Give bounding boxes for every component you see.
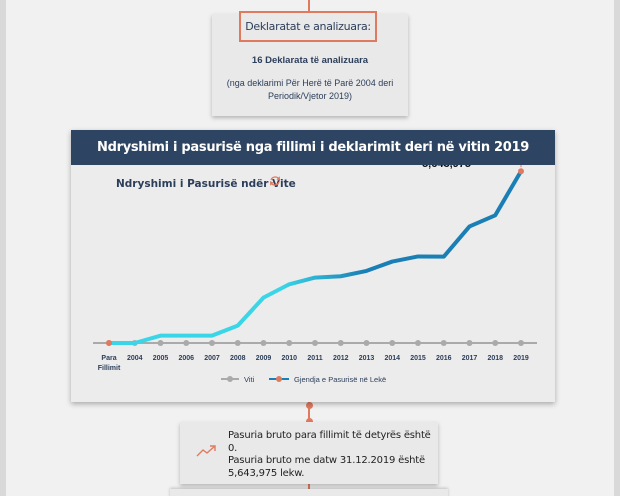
note-line: (nga deklarimi Për Herë të Parë 2004 der… [226,78,394,88]
axis-point [286,340,293,346]
summary-label: Deklaratat e analizuara: [239,11,377,42]
declarations-note: (nga deklarimi Për Herë të Parë 2004 der… [212,77,408,103]
x-tick-label: 2010 [281,355,297,362]
summary-card: Deklaratat e analizuara: 16 Deklarata të… [212,11,408,116]
x-tick-label: 2019 [513,355,529,362]
legend-swatch-point [227,376,233,382]
chart-card: Ndryshimi i pasurisë nga fillimi i dekla… [71,130,555,402]
axis-point [518,340,524,346]
chart-subtitle: Ndryshimi i Pasurisë ndër Vite [116,178,296,190]
line-chart: Ndryshimi i Pasurisë ndër Vite Para Filli… [93,165,537,384]
page-edge-left [0,0,6,496]
connector-dot [305,418,313,425]
legend-swatch-point [276,376,282,382]
end-label-leader [520,165,522,168]
x-tick-label: 2007 [204,355,220,362]
conclusion-line: Pasuria bruto me datw 31.12.2019 është [228,455,425,466]
x-tick-label: 2014 [384,355,400,362]
x-tick-label: 2015 [410,355,426,362]
note-line: Periodik/Vjetor 2019) [267,91,353,101]
axis-point [389,340,396,346]
next-card [170,489,448,496]
declarations-count: 16 Deklarata të analizuara [251,55,369,66]
axis-point [440,340,447,346]
series-point-end [518,168,524,175]
conclusion-card: Pasuria bruto para fillimit të detyrës ë… [180,422,438,484]
x-tick-label: 2013 [359,355,375,362]
x-tick-label: 2017 [462,355,478,362]
axis-point [312,340,318,346]
x-tick-label: 2011 [307,355,322,362]
x-tick-label: 2005 [153,355,169,362]
page-edge-right [614,0,620,496]
x-tick-label: 2008 [230,355,246,362]
conclusion-line: 5,643,975 lekw. [228,467,305,479]
legend-label: Viti [244,375,255,384]
conclusion-text: Pasuria bruto para fillimit të detyrës ë… [228,430,433,480]
connector-line-middle [308,402,310,422]
axis-point [209,340,215,346]
connector-dot [305,402,313,409]
x-tick-label: 2016 [436,355,452,362]
connector-line-top [308,0,310,14]
axis-point [183,340,190,346]
end-value-label: 5,643,975 [422,165,471,170]
x-tick-label: Para Fillimit [98,355,121,372]
axis-point [260,340,267,346]
axis-point [415,340,421,346]
series-point-start [106,340,112,346]
x-tick-label: 2012 [333,355,349,362]
x-tick-label: 2004 [127,355,143,362]
legend-label: Gjendja e Pasurisë në Lekë [294,375,386,384]
series-line [107,169,523,345]
chart-title: Ndryshimi i pasurisë nga fillimi i dekla… [71,130,555,165]
x-tick-label: 2006 [178,355,194,362]
axis-point [337,340,344,346]
axis-point [363,340,370,346]
axis-point [234,340,241,346]
x-tick-label: 2018 [487,355,503,362]
axis-point [466,340,473,346]
axis-point [492,340,499,346]
axis-point [157,340,164,346]
x-tick-label: 2009 [256,355,272,362]
trend-up-icon [196,445,216,457]
conclusion-line: Pasuria bruto para fillimit të detyrës ë… [228,430,431,454]
